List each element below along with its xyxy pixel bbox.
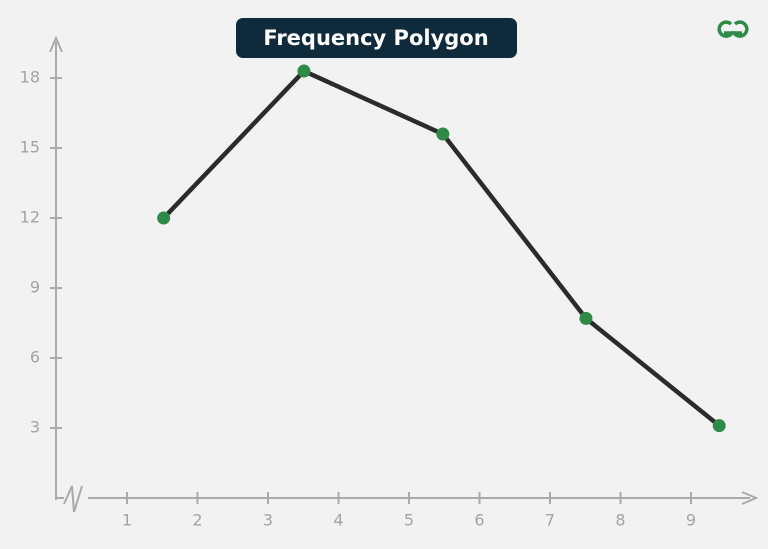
x-tick-label: 3 bbox=[263, 511, 273, 530]
y-tick-label: 12 bbox=[20, 208, 40, 227]
x-tick-label: 8 bbox=[615, 511, 625, 530]
y-tick-label: 6 bbox=[30, 348, 40, 367]
y-tick-label: 3 bbox=[30, 418, 40, 437]
data-point bbox=[436, 127, 450, 141]
title-box bbox=[236, 18, 517, 58]
x-tick-label: 5 bbox=[404, 511, 414, 530]
x-tick-label: 7 bbox=[545, 511, 555, 530]
y-axis bbox=[49, 35, 63, 500]
x-tick-label: 9 bbox=[686, 511, 696, 530]
data-point bbox=[297, 64, 311, 78]
x-tick-label: 2 bbox=[192, 511, 202, 530]
chart-title: Frequency Polygon bbox=[263, 26, 488, 50]
y-tick-label: 15 bbox=[20, 138, 40, 157]
axis-break bbox=[63, 485, 83, 513]
data-point bbox=[712, 419, 726, 433]
y-tick-label: 9 bbox=[30, 278, 40, 297]
x-tick-label: 1 bbox=[122, 511, 132, 530]
logo-left bbox=[717, 20, 736, 38]
logo bbox=[717, 20, 749, 38]
x-tick-label: 6 bbox=[474, 511, 484, 530]
x-tick-label: 4 bbox=[333, 511, 343, 530]
data-point bbox=[157, 211, 171, 225]
y-tick-label: 18 bbox=[20, 68, 40, 87]
logo-right bbox=[730, 20, 749, 38]
data-point bbox=[579, 311, 593, 325]
